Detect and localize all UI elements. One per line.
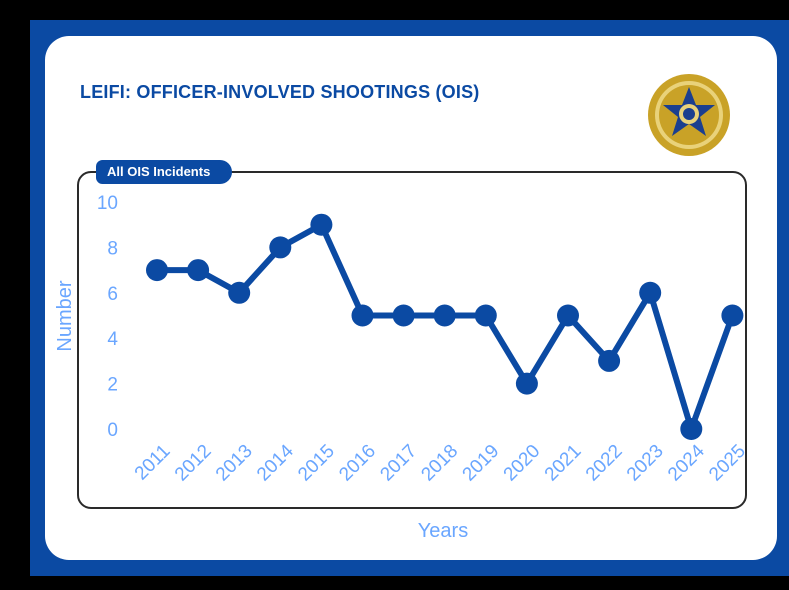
data-points — [146, 213, 744, 440]
chart-tag: All OIS Incidents — [96, 160, 233, 184]
x-tick-label: 2021 — [541, 441, 586, 486]
data-point — [433, 304, 456, 327]
x-axis-title: Years — [418, 520, 468, 542]
x-tick-label: 2012 — [171, 441, 216, 486]
x-tick-label: 2011 — [131, 441, 175, 485]
x-tick-label: 2020 — [500, 441, 545, 486]
chart-area — [77, 171, 747, 509]
data-point — [515, 372, 538, 395]
data-point — [228, 281, 251, 304]
data-point — [392, 304, 415, 327]
y-axis-title: Number — [54, 280, 76, 351]
data-point — [351, 304, 374, 327]
data-point — [639, 281, 662, 304]
y-tick-label: 8 — [107, 238, 118, 259]
x-tick-label: 2017 — [376, 441, 421, 486]
data-point — [598, 349, 621, 372]
data-point — [557, 304, 579, 327]
data-point — [721, 304, 744, 327]
x-tick-label: 2013 — [212, 441, 257, 486]
y-tick-label: 2 — [107, 375, 118, 396]
x-tick-label: 2018 — [417, 441, 462, 486]
data-point — [269, 236, 292, 259]
y-tick-label: 6 — [107, 284, 118, 305]
x-tick-label: 2014 — [253, 440, 298, 485]
x-tick-label: 2016 — [335, 441, 380, 486]
sheriff-star-seal-icon — [646, 72, 732, 158]
x-tick-label: 2015 — [294, 441, 339, 486]
y-tick-label: 0 — [107, 420, 118, 441]
x-tick-label: 2025 — [705, 441, 750, 486]
x-tick-label: 2023 — [623, 441, 668, 486]
data-point — [187, 259, 210, 282]
data-point — [310, 213, 333, 236]
data-point — [474, 304, 497, 327]
data-point — [680, 418, 703, 440]
y-tick-label: 4 — [107, 329, 118, 350]
x-axis-ticks: 2011201220132014201520162017201820192020… — [131, 440, 750, 485]
x-tick-label: 2022 — [582, 441, 627, 486]
chart-title: LEIFI: OFFICER-INVOLVED SHOOTINGS (OIS) — [80, 82, 480, 102]
series-line — [154, 221, 736, 432]
data-point — [146, 259, 168, 282]
y-tick-label: 10 — [97, 193, 118, 214]
x-tick-label: 2024 — [664, 440, 709, 485]
x-tick-label: 2019 — [459, 441, 504, 486]
y-axis-ticks: 0 2 4 6 8 10 — [97, 193, 119, 441]
